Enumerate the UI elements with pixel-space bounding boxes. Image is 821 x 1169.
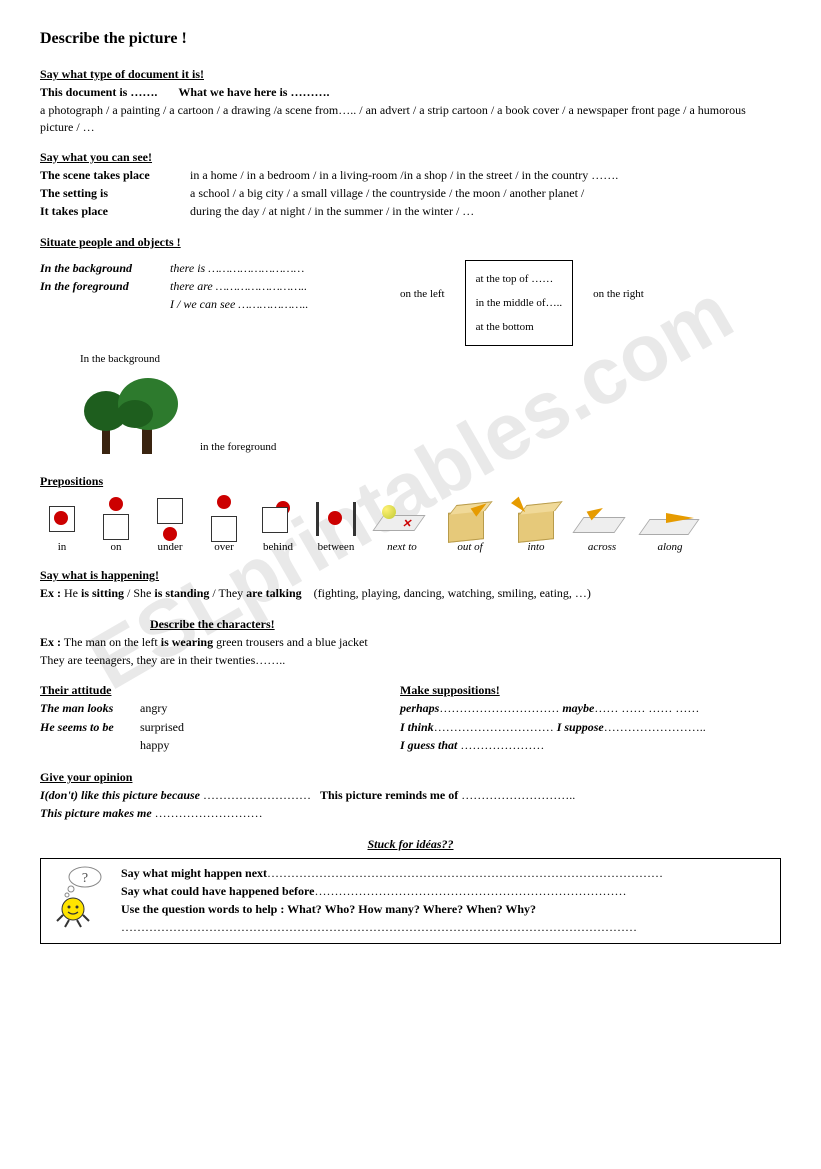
sec5-ex2: They are teenagers, they are in their tw… xyxy=(40,652,781,668)
surprised: surprised xyxy=(140,720,184,734)
ithink: I think xyxy=(400,720,434,734)
sec4-exlabel: Ex : xyxy=(40,586,61,600)
sec2-heading: Say what you can see! xyxy=(40,150,152,164)
seems: He seems to be xyxy=(40,719,140,735)
tree-bg-label: In the background xyxy=(80,352,781,367)
pos-middle: in the middle of….. xyxy=(476,291,562,315)
angry: angry xyxy=(140,701,167,715)
happy: happy xyxy=(140,738,169,752)
position-box: at the top of …… in the middle of….. at … xyxy=(465,260,573,347)
sec2-r3a: It takes place xyxy=(40,203,190,219)
sec2-r1b: in a home / in a bedroom / in a living-r… xyxy=(190,168,618,182)
sec3-heading: Situate people and objects ! xyxy=(40,235,181,249)
fg-label: In the foreground xyxy=(40,278,170,294)
thinking-icon: ? xyxy=(51,865,107,929)
section-characters: Describe the characters! Ex : The man on… xyxy=(40,616,781,669)
stuck-dots: …………………………………………………………………………………………………………… xyxy=(121,919,770,935)
onright: on the right xyxy=(593,260,644,300)
section-see: Say what you can see! The scene takes pl… xyxy=(40,149,781,220)
thereare: there are …………………….. xyxy=(170,279,307,293)
prep-nextto: ✕ next to xyxy=(372,497,432,553)
prep-behind: behind xyxy=(256,497,300,553)
tree-fg-label: in the foreground xyxy=(200,441,276,459)
section-prepositions: Prepositions in on under over behind xyxy=(40,473,781,553)
sec1-heading: Say what type of document it is! xyxy=(40,67,204,81)
stuck-l3: Use the question words to help : What? W… xyxy=(121,902,536,916)
sec5-heading: Describe the characters! xyxy=(150,617,275,631)
bg-label: In the background xyxy=(40,260,170,276)
prep-under: under xyxy=(148,497,192,553)
prep-into: into xyxy=(508,497,564,553)
tree-icon xyxy=(80,369,190,459)
stuck-heading: Stuck for idéas?? xyxy=(367,837,453,851)
section-attitude-suppositions: Their attitude The man looksangry He see… xyxy=(40,682,781,755)
isuppose: I suppose xyxy=(557,720,604,734)
prep-over: over xyxy=(202,497,246,553)
prep-in: in xyxy=(40,497,84,553)
dontlike: I(don't) like this picture because xyxy=(40,788,200,802)
makesme: This picture makes me xyxy=(40,806,152,820)
reminds: This picture reminds me of xyxy=(320,788,458,802)
stuck-l1: Say what might happen next xyxy=(121,866,267,880)
onleft: on the left xyxy=(400,260,445,300)
sec6-h1: Their attitude xyxy=(40,683,111,697)
cansee: I / we can see ……………….. xyxy=(170,297,308,311)
sec7-heading: Give your opinion xyxy=(40,770,132,784)
page-title: Describe the picture ! xyxy=(40,30,781,48)
prep-across: across xyxy=(574,497,630,553)
sec1-options: a photograph / a painting / a cartoon / … xyxy=(40,102,781,134)
prep-between: between xyxy=(310,497,362,553)
stuck-l2: Say what could have happened before xyxy=(121,884,314,898)
sec1-prompt-a: This document is ……. xyxy=(40,85,157,99)
prep-on: on xyxy=(94,497,138,553)
sec1-prompt-b: What we have here is ………. xyxy=(178,85,329,99)
prep-outof: out of xyxy=(442,497,498,553)
sec5-exlabel: Ex : xyxy=(40,635,61,649)
svg-text:?: ? xyxy=(82,871,88,886)
maybe: maybe xyxy=(562,701,594,715)
stuck-box: ? Say what might happen next ………………………………… xyxy=(40,858,781,945)
section-situate: Situate people and objects ! In the back… xyxy=(40,234,781,460)
prep-along: along xyxy=(640,497,700,553)
sec2-r2b: a school / a big city / a small village … xyxy=(190,186,584,200)
sec4-heading: Say what is happening! xyxy=(40,568,159,582)
section-happening: Say what is happening! Ex : He is sittin… xyxy=(40,567,781,601)
iguess: I guess that xyxy=(400,738,457,752)
perhaps: perhaps xyxy=(400,701,439,715)
section-doctype: Say what type of document it is! This do… xyxy=(40,66,781,135)
sec2-r1a: The scene takes place xyxy=(40,167,190,183)
manlooks: The man looks xyxy=(40,700,140,716)
sec2-r3b: during the day / at night / in the summe… xyxy=(190,204,474,218)
thereis: there is ……………………… xyxy=(170,261,304,275)
sec2-r2a: The setting is xyxy=(40,185,190,201)
prep-heading: Prepositions xyxy=(40,474,103,488)
sec6-h2: Make suppositions! xyxy=(400,683,500,697)
section-opinion: Give your opinion I(don't) like this pic… xyxy=(40,769,781,822)
pos-top: at the top of …… xyxy=(476,267,562,291)
pos-bottom: at the bottom xyxy=(476,315,562,339)
